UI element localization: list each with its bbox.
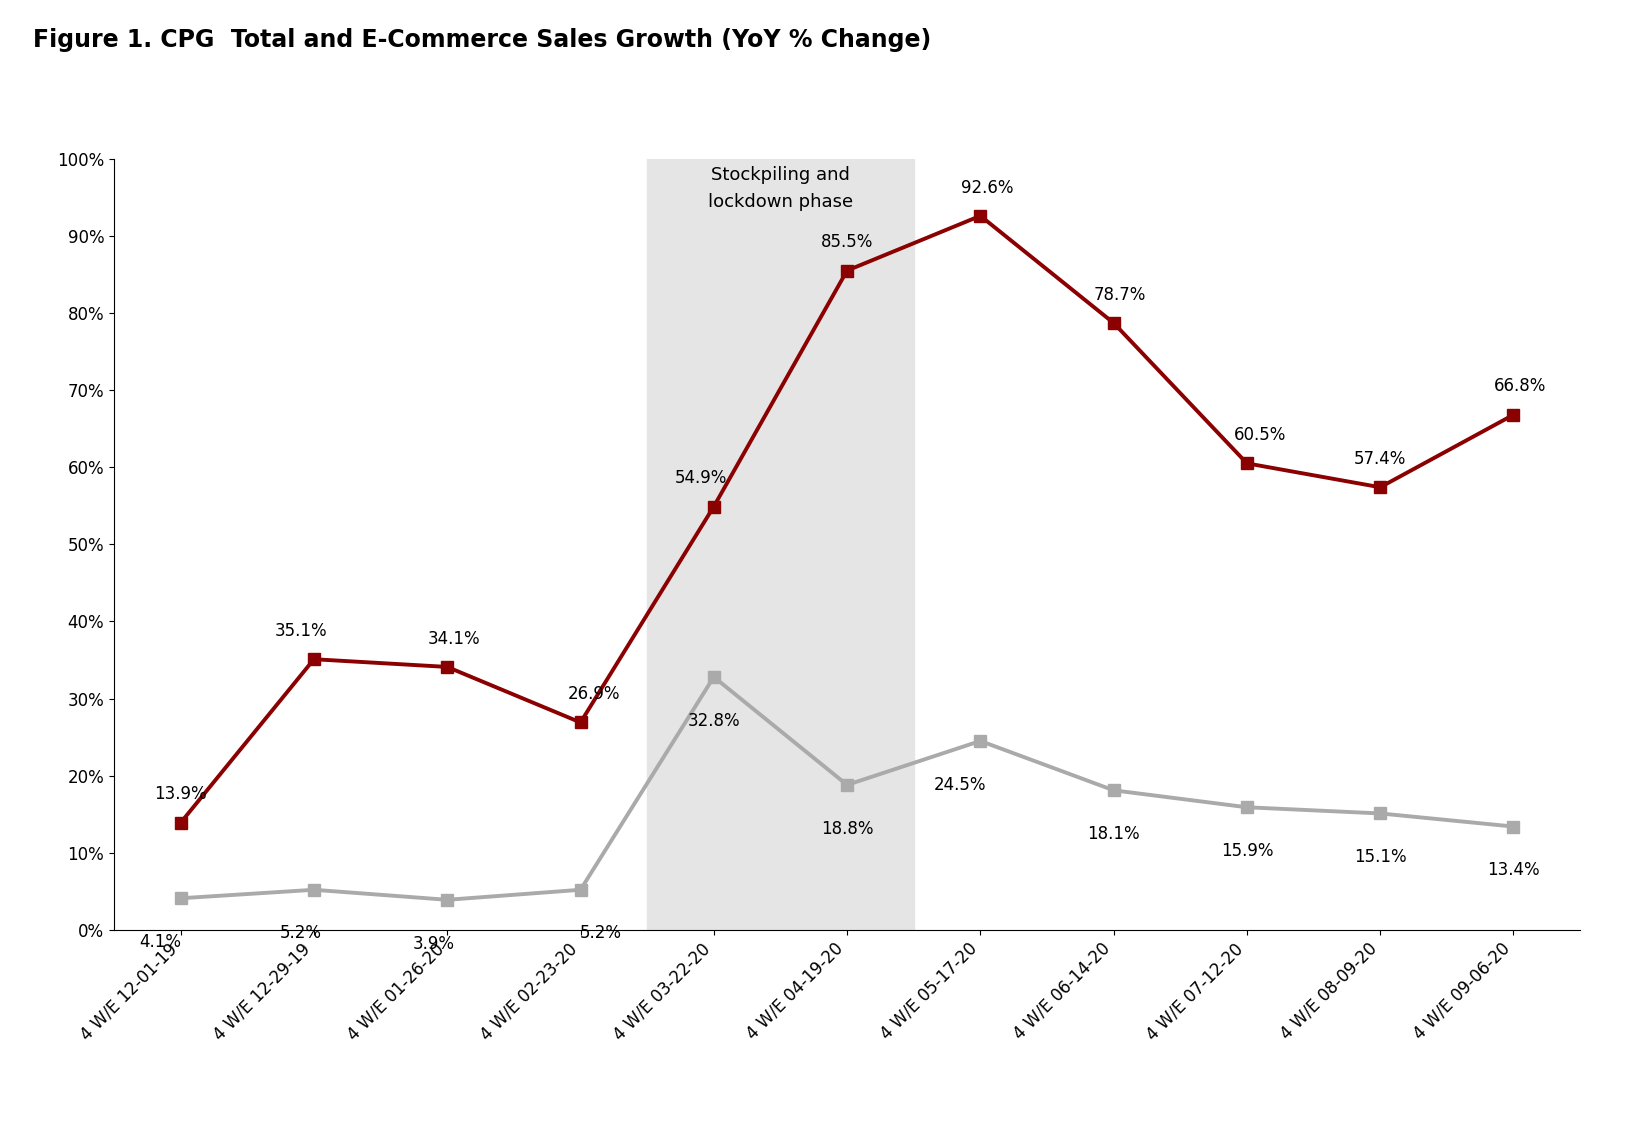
CPG E-Commerce	[837, 264, 857, 278]
Text: 5.2%: 5.2%	[280, 924, 321, 942]
Total CPG	[1236, 801, 1256, 814]
Text: 3.9%: 3.9%	[412, 934, 454, 953]
Text: 26.9%: 26.9%	[567, 685, 621, 703]
Total CPG	[1104, 784, 1124, 797]
Text: 13.4%: 13.4%	[1487, 861, 1539, 879]
Text: Stockpiling and
lockdown phase: Stockpiling and lockdown phase	[709, 167, 854, 211]
Text: 60.5%: 60.5%	[1235, 426, 1287, 445]
Bar	[647, 159, 914, 930]
CPG E-Commerce	[438, 660, 458, 674]
CPG E-Commerce	[971, 209, 990, 222]
Total CPG	[305, 883, 324, 897]
Total CPG	[438, 892, 458, 906]
Text: 18.8%: 18.8%	[821, 820, 873, 838]
Text: 54.9%: 54.9%	[674, 469, 727, 488]
CPG E-Commerce	[704, 500, 723, 514]
Text: 78.7%: 78.7%	[1095, 286, 1147, 304]
CPG E-Commerce	[570, 716, 590, 729]
Text: 85.5%: 85.5%	[821, 234, 873, 252]
Total CPG	[570, 883, 590, 897]
CPG E-Commerce	[1504, 408, 1523, 422]
Text: 13.9%: 13.9%	[155, 786, 207, 803]
Text: 15.9%: 15.9%	[1220, 841, 1274, 860]
Text: Figure 1. CPG  Total and E-Commerce Sales Growth (YoY % Change): Figure 1. CPG Total and E-Commerce Sales…	[33, 28, 930, 52]
CPG E-Commerce	[305, 652, 324, 666]
Text: 4.1%: 4.1%	[140, 933, 182, 951]
CPG E-Commerce	[1104, 316, 1124, 330]
Text: 92.6%: 92.6%	[961, 178, 1013, 196]
Line: CPG E-Commerce: CPG E-Commerce	[174, 210, 1520, 828]
Text: 5.2%: 5.2%	[580, 924, 622, 942]
CPG E-Commerce	[1236, 457, 1256, 471]
Text: 34.1%: 34.1%	[427, 629, 481, 648]
Text: 35.1%: 35.1%	[274, 621, 327, 640]
Text: 18.1%: 18.1%	[1087, 826, 1140, 843]
Total CPG	[971, 734, 990, 747]
Text: 32.8%: 32.8%	[687, 712, 740, 729]
Text: 57.4%: 57.4%	[1354, 450, 1406, 468]
CPG E-Commerce	[171, 815, 191, 829]
Text: 66.8%: 66.8%	[1494, 378, 1546, 396]
Total CPG	[1504, 820, 1523, 833]
Total CPG	[704, 670, 723, 684]
CPG E-Commerce	[1370, 481, 1390, 494]
Total CPG	[1370, 806, 1390, 820]
Total CPG	[837, 778, 857, 792]
Total CPG	[171, 891, 191, 905]
Text: 24.5%: 24.5%	[933, 776, 987, 794]
Text: 15.1%: 15.1%	[1354, 848, 1406, 866]
Line: Total CPG: Total CPG	[174, 671, 1520, 905]
